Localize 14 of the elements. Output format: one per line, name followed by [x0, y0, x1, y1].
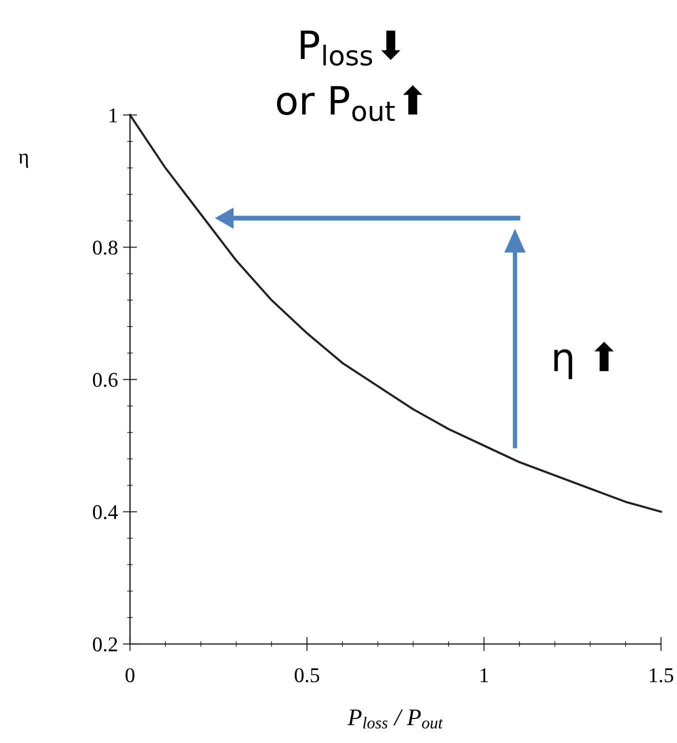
x-tick-label: 1 [480, 668, 488, 682]
text: P$_{loss}$⬇ [300, 30, 400, 66]
annotation: or P$_{out}$⬆ [276, 85, 422, 122]
x-tick-label: 0.5 [294, 668, 320, 682]
x-tick-label: 1.5 [650, 668, 674, 682]
y-tick-label: 0.6 [92, 372, 118, 388]
annotation: η ⬆ [554, 342, 614, 380]
x-tick-label: 0 [126, 668, 134, 682]
y-tick-label: 0.2 [92, 637, 118, 652]
y-tick-label: 1 [110, 108, 117, 122]
y-tick-label: 0.4 [92, 505, 118, 520]
y-axis-title: η [18, 154, 28, 168]
x-axis-title: P$_{loss}$ / P$_{out}$ [348, 710, 443, 729]
y-tick-label: 0.8 [92, 240, 118, 255]
